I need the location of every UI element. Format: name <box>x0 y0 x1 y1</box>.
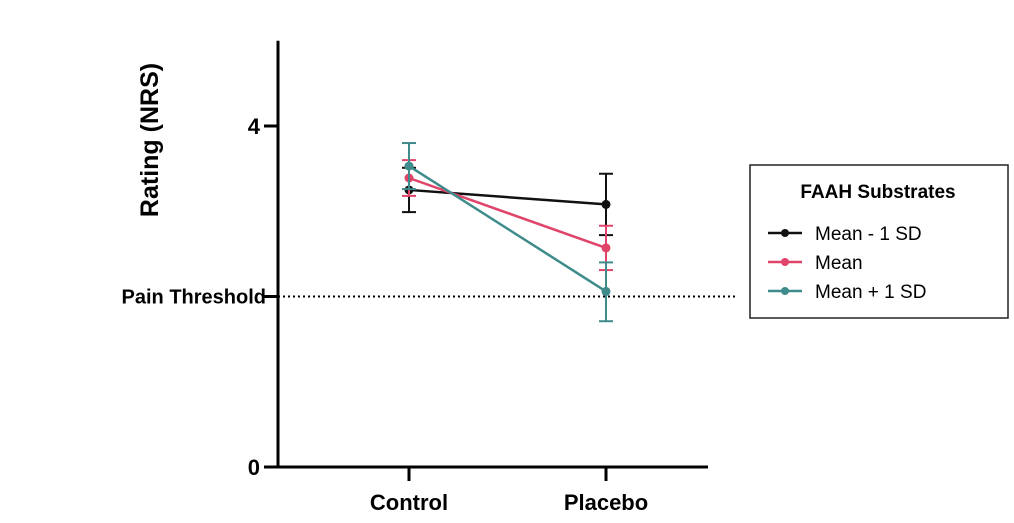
series-line <box>408 165 607 293</box>
data-point <box>601 243 611 253</box>
legend-marker <box>781 229 789 237</box>
series-0 <box>402 166 613 237</box>
y-tick-label: 4 <box>248 114 261 139</box>
data-point <box>404 161 414 171</box>
x-tick-label: Placebo <box>564 490 648 515</box>
legend-title: FAAH Substrates <box>800 182 955 203</box>
series-line <box>408 188 607 206</box>
legend-label: Mean + 1 SD <box>815 282 926 303</box>
series-line <box>408 176 607 250</box>
legend: FAAH Substrates Mean - 1 SD Mean Mean + 1 … <box>749 164 1009 319</box>
y-axis-label: Rating (NRS) <box>136 63 164 217</box>
x-tick-label: Control <box>370 490 448 515</box>
legend-box <box>749 164 1009 319</box>
legend-marker <box>781 258 789 266</box>
data-point <box>601 199 611 209</box>
y-tick-label: 0 <box>248 455 260 480</box>
data-point <box>601 286 611 296</box>
legend-label: Mean - 1 SD <box>815 224 922 245</box>
series-2 <box>402 142 613 323</box>
legend-label: Mean <box>815 253 863 274</box>
pain-threshold-label: Pain Threshold <box>122 287 266 309</box>
legend-marker <box>781 287 789 295</box>
series-1 <box>402 159 613 272</box>
